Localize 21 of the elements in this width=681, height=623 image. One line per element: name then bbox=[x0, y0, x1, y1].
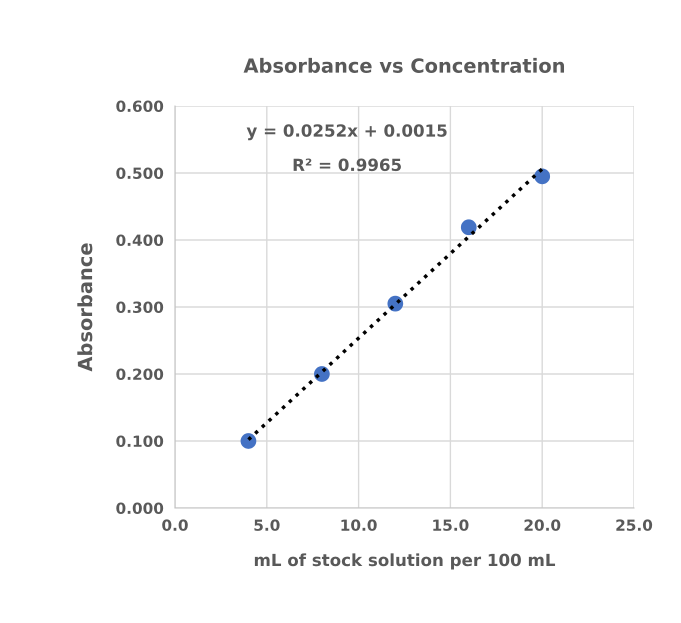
annotation: y = 0.0252x + 0.0015 bbox=[246, 124, 447, 140]
y-tick-label: 0.100 bbox=[116, 435, 164, 448]
point bbox=[534, 168, 550, 184]
annotation: R² = 0.9965 bbox=[294, 158, 401, 172]
x-tick-label: 10.0 bbox=[341, 519, 377, 531]
x-tick-label: 20.0 bbox=[524, 519, 560, 531]
y-tick-label: 0.300 bbox=[116, 301, 164, 314]
x-axis-title: mL of stock solution per 100 mL bbox=[254, 553, 556, 570]
x-tick-label: 0.0 bbox=[162, 519, 188, 531]
x-tick-label: 5.0 bbox=[254, 519, 280, 531]
y-tick-label: 0.500 bbox=[116, 167, 164, 180]
y-tick-label: 0.400 bbox=[116, 234, 164, 246]
y-tick-label: 0.200 bbox=[116, 368, 164, 380]
x-tick-label: 15.0 bbox=[433, 519, 469, 531]
y-tick-label: 0.600 bbox=[116, 100, 164, 112]
point bbox=[240, 433, 256, 449]
y-tick-label: 0.000 bbox=[116, 502, 164, 514]
point bbox=[460, 219, 477, 236]
chart-title: Absorbance vs Concentration bbox=[244, 58, 564, 73]
y-axis-title: Absorbance bbox=[77, 243, 92, 372]
x-tick-label: 25.0 bbox=[616, 519, 652, 531]
